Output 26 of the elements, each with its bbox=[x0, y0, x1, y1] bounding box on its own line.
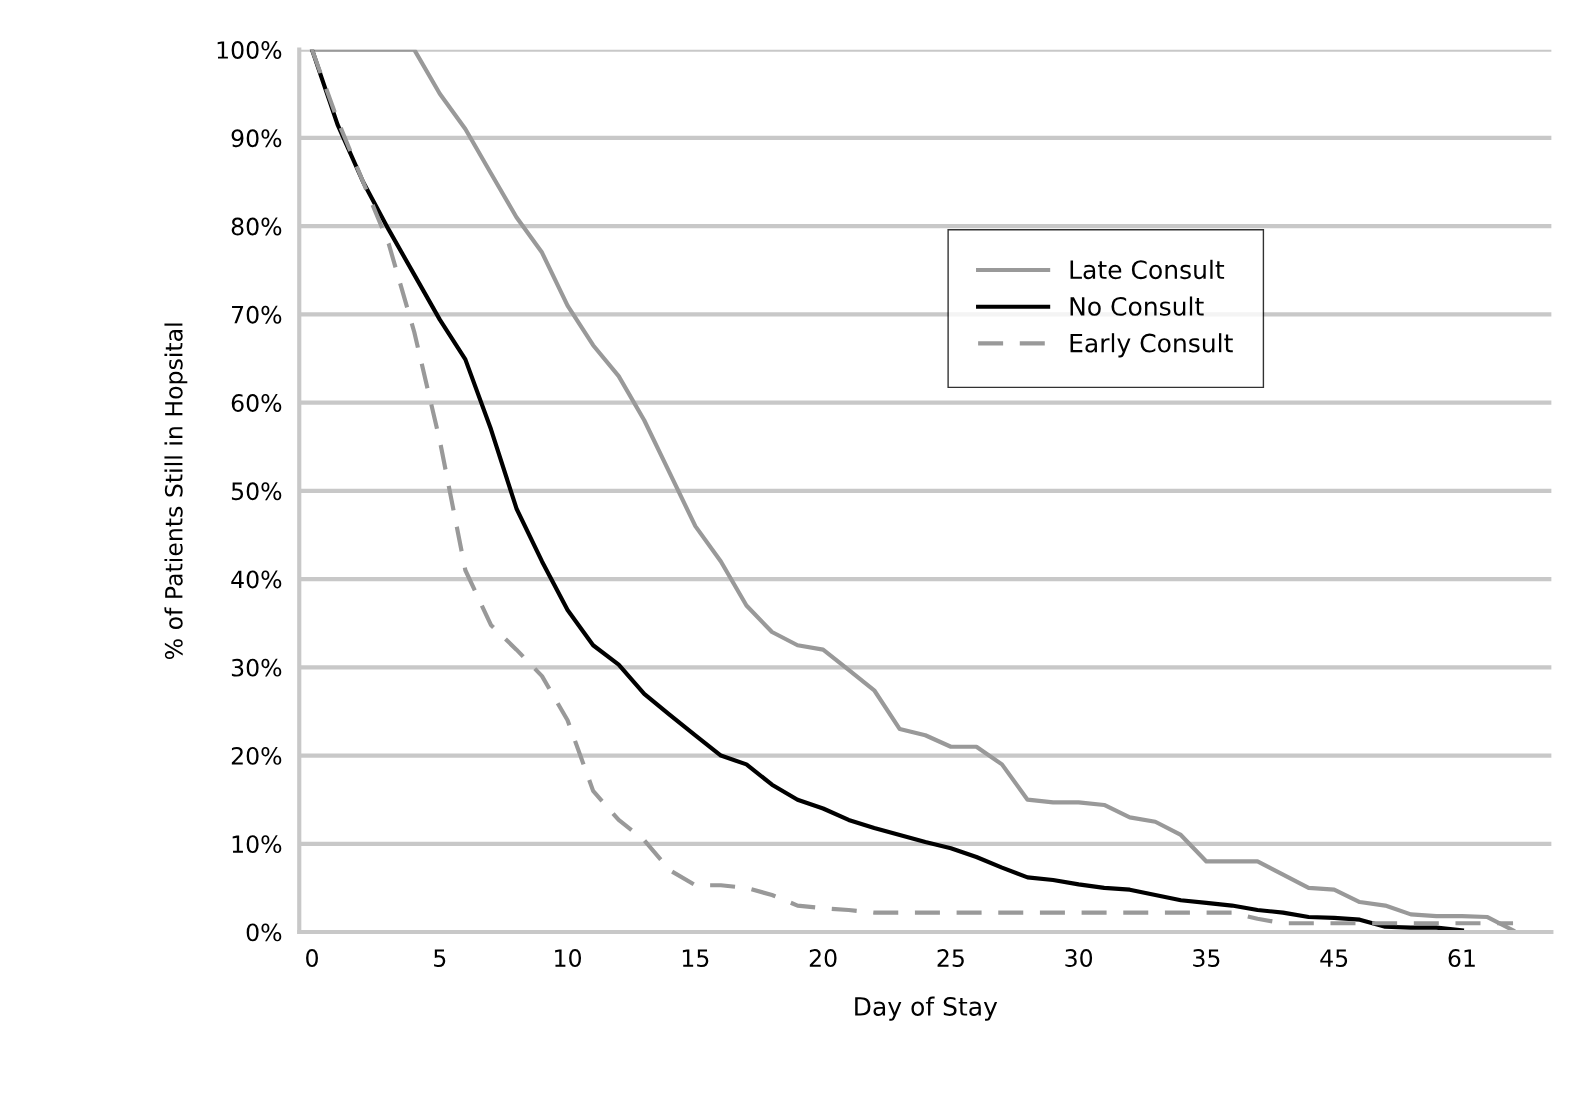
x-tick-label: 10 bbox=[555, 949, 582, 967]
x-tick-label: 15 bbox=[682, 949, 709, 967]
y-tick-label: 40% bbox=[231, 570, 282, 589]
y-tick-label: 70% bbox=[232, 305, 282, 324]
x-tick-label: 35 bbox=[1193, 949, 1220, 967]
y-tick-label: 20% bbox=[231, 747, 282, 765]
x-tick-label: 61 bbox=[1448, 949, 1475, 967]
x-tick-label: 30 bbox=[1065, 949, 1093, 967]
y-tick-label: 50% bbox=[231, 482, 282, 501]
x-tick-label: 25 bbox=[937, 949, 964, 967]
y-tick-label: 100% bbox=[217, 41, 282, 59]
y-tick-label: 80% bbox=[231, 217, 282, 236]
legend-label: Early Consult bbox=[1070, 333, 1233, 358]
legend-label: No Consult bbox=[1070, 296, 1204, 316]
x-tick-label: 0 bbox=[306, 949, 318, 967]
y-tick-label: 0% bbox=[246, 923, 282, 942]
x-tick-label: 5 bbox=[434, 949, 446, 967]
y-tick-label: 90% bbox=[231, 129, 282, 148]
y-tick-label: 60% bbox=[231, 394, 282, 412]
y-tick-label: 30% bbox=[231, 658, 282, 677]
y-tick-label: 10% bbox=[232, 835, 282, 854]
y-axis-title: % of Patients Still in Hopsital bbox=[164, 323, 188, 660]
x-axis-title: Day of Stay bbox=[855, 996, 998, 1021]
x-tick-label: 20 bbox=[809, 949, 837, 967]
legend-label: Late Consult bbox=[1070, 259, 1225, 280]
x-tick-label: 45 bbox=[1320, 949, 1348, 967]
